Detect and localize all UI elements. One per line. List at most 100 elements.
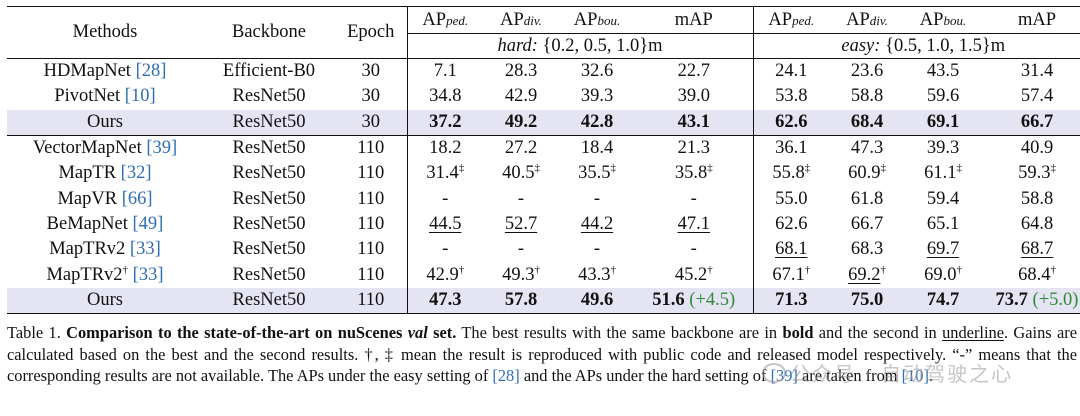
citation-link[interactable]: [28] (135, 61, 167, 82)
header-ap-bou-easy: APbou. (905, 6, 981, 34)
value-cell: 44.2 (559, 212, 635, 237)
value-cell: 75.0 (829, 287, 905, 314)
value-cell: 61.8 (829, 186, 905, 211)
value-text: 42.9 (504, 86, 538, 107)
citation-link[interactable]: [66] (121, 188, 153, 209)
value-cell: 52.7 (483, 212, 559, 237)
method-cell: VectorMapNet [39] (7, 134, 203, 162)
value-text: 66.7 (1020, 111, 1054, 132)
caption-text-1: The best results with the same backbone … (461, 323, 778, 342)
method-name: Ours (87, 111, 123, 132)
citation-link[interactable]: [33] (129, 239, 161, 260)
value-text: 68.7 (1020, 239, 1054, 260)
repro-mark: ‡ (707, 162, 713, 175)
value-text: 18.4 (580, 138, 614, 159)
value-cell: 57.4 (981, 84, 1080, 109)
value-cell: 58.8 (981, 186, 1080, 211)
value-cell: 68.3 (829, 237, 905, 262)
value-text: 62.6 (775, 111, 808, 132)
value-cell: 62.6 (752, 109, 829, 136)
value-text: 68.1 (775, 239, 808, 260)
value-cell: 69.7 (905, 237, 981, 262)
header-ap-ped-hard: APped. (406, 6, 483, 34)
value-cell: 69.0† (905, 262, 981, 287)
value-cell: 69.1 (905, 110, 981, 136)
citation-link[interactable]: [39] (146, 138, 178, 159)
header-hard-setting: hard: {0.2, 0.5, 1.0}m (406, 33, 753, 59)
method-name: PivotNet (54, 86, 121, 107)
value-text: 52.7 (504, 213, 538, 234)
value-text: 49.2 (504, 111, 538, 132)
value-text: 66.7 (850, 213, 884, 234)
caption-cite-28[interactable]: [28] (492, 366, 520, 385)
epoch-cell: 110 (357, 163, 385, 184)
value-cell: 22.7 (635, 58, 753, 85)
citation-link[interactable]: [33] (132, 264, 164, 285)
value-cell: 59.4 (905, 186, 981, 211)
method-mark: † (122, 263, 129, 276)
repro-mark: ‡ (804, 162, 811, 175)
value-cell: 64.8 (981, 212, 1080, 237)
backbone-cell: ResNet50 (203, 287, 335, 314)
header-ap-div-easy: APdiv. (829, 6, 905, 34)
value-cell: 57.8 (483, 287, 559, 314)
value-text: 47.1 (677, 213, 710, 234)
header-methods: Methods (7, 6, 203, 59)
value-text: 47.3 (429, 289, 462, 310)
header-map-hard: mAP (635, 6, 753, 34)
value-cell: 34.8 (406, 84, 483, 110)
value-cell: 69.2† (829, 262, 905, 287)
value-text: 67.1 (772, 264, 805, 285)
method-name: BeMapNet (46, 213, 128, 234)
caption-title-end: set. (433, 323, 457, 342)
citation-link[interactable]: [10] (124, 86, 156, 107)
value-cell: 7.1 (406, 58, 483, 85)
epoch-cell: 110 (335, 134, 407, 162)
value-text: - (593, 188, 601, 209)
value-cell: 53.8 (752, 84, 829, 110)
caption-title-italic: val (407, 323, 428, 342)
value-text: 42.9 (426, 264, 459, 285)
value-cell: 47.3 (406, 287, 483, 314)
value-text: 22.7 (677, 61, 710, 82)
value-text: 43.1 (677, 111, 710, 132)
value-cell: 43.5 (905, 58, 981, 85)
value-cell: 43.3† (559, 262, 635, 287)
value-cell: 31.4 (981, 58, 1080, 85)
value-text: 58.8 (1020, 188, 1054, 209)
value-text: 43.5 (926, 61, 960, 82)
value-text: 36.1 (775, 138, 808, 159)
table-row: MapTRv2 [33] ResNet50 110 - - - - 68.1 68.3 69.7 6… (7, 237, 1080, 263)
epoch-cell: 110 (357, 213, 385, 234)
repro-mark: † (804, 263, 811, 276)
value-cell: 42.9 (483, 84, 559, 109)
citation-link[interactable]: [49] (132, 213, 164, 234)
value-cell: 49.3† (483, 262, 559, 287)
value-text: 49.6 (580, 289, 614, 310)
backbone-cell: ResNet50 (232, 163, 306, 184)
value-cell: 42.8 (559, 110, 635, 136)
value-cell: 68.7 (981, 237, 1080, 262)
caption-cite-39[interactable]: [39] (770, 366, 798, 385)
value-cell: 49.2 (483, 110, 559, 136)
epoch-cell: 110 (357, 188, 385, 209)
caption-cite-10[interactable]: [10] (901, 366, 929, 385)
value-cell: 55.8‡ (752, 161, 829, 187)
caption-underline-word: underline (942, 323, 1004, 342)
value-cell: 37.2 (406, 109, 483, 136)
results-table-container: Methods Backbone Epoch APped. APdiv. APb… (7, 6, 1080, 314)
table-row: BeMapNet [49] ResNet50 110 44.5 52.7 44.2 47.1… (7, 211, 1080, 238)
citation-link[interactable]: [32] (120, 163, 152, 184)
epoch-cell: 30 (361, 111, 381, 132)
value-cell: - (635, 186, 753, 211)
method-cell: PivotNet [10] (7, 84, 203, 109)
value-text: 53.8 (775, 86, 808, 107)
value-cell: - (406, 186, 483, 212)
value-cell: - (559, 186, 635, 211)
value-cell: 40.5‡ (483, 161, 559, 186)
value-text: 75.0 (850, 289, 884, 310)
backbone-cell: ResNet50 (232, 111, 306, 132)
value-text: - (442, 239, 449, 260)
value-text: 68.4 (850, 111, 884, 132)
value-text: 28.3 (504, 61, 538, 82)
